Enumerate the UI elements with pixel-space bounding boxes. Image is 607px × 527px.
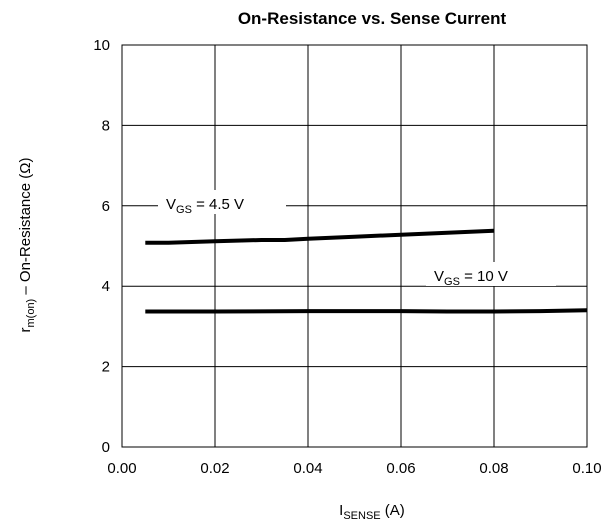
x-tick-label: 0.08 bbox=[479, 460, 508, 477]
y-axis-label: rm(on) – On-Resistance (Ω) bbox=[17, 158, 37, 333]
x-tick-label: 0.10 bbox=[572, 460, 601, 477]
y-tick-label: 2 bbox=[102, 359, 110, 376]
x-tick-label: 0.00 bbox=[107, 460, 136, 477]
series-vgs-10-line bbox=[145, 308, 588, 314]
x-tick-label: 0.06 bbox=[386, 460, 415, 477]
x-tick-label: 0.04 bbox=[293, 460, 322, 477]
y-tick-label: 0 bbox=[102, 439, 110, 456]
x-tick-labels: 0.00 0.02 0.04 0.06 0.08 0.10 bbox=[107, 460, 601, 477]
series-vgs-4-5-label: VGS = 4.5 V bbox=[158, 190, 286, 216]
y-tick-label: 8 bbox=[102, 117, 110, 134]
x-tick-label: 0.02 bbox=[200, 460, 229, 477]
series-vgs-4-5-line bbox=[145, 228, 495, 245]
plot-frame bbox=[121, 44, 588, 448]
series-vgs-10-label: VGS = 10 V bbox=[426, 262, 556, 288]
y-tick-label: 4 bbox=[102, 278, 110, 295]
y-tick-label: 10 bbox=[93, 37, 110, 54]
x-axis-label: ISENSE (A) bbox=[339, 502, 405, 522]
svg-text:VGS = 4.5 V: VGS = 4.5 V bbox=[166, 196, 244, 216]
y-tick-label: 6 bbox=[102, 198, 110, 215]
y-tick-labels: 0 2 4 6 8 10 bbox=[93, 37, 110, 456]
grid bbox=[121, 44, 588, 448]
svg-text:VGS = 10 V: VGS = 10 V bbox=[434, 268, 508, 288]
chart-title: On-Resistance vs. Sense Current bbox=[238, 9, 507, 28]
